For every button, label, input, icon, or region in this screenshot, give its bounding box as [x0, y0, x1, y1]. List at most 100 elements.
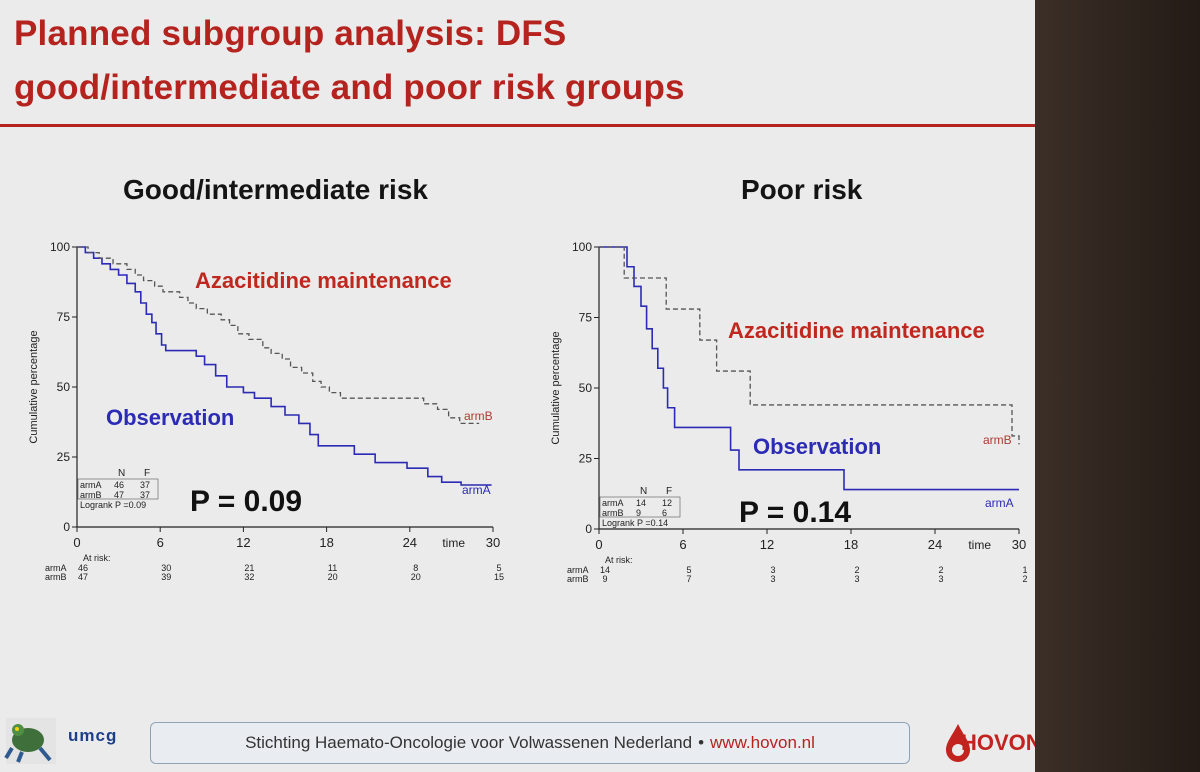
chart-2-y-tick-label: 100 — [572, 240, 592, 254]
chart-1-x-tick-label: 0 — [73, 535, 80, 550]
chart-1-table-row-F: 37 — [140, 490, 150, 500]
footer-separator: • — [698, 733, 705, 752]
chart-2-y-tick-label: 75 — [579, 311, 593, 325]
chart-2-annotation-observation: Observation — [753, 434, 881, 459]
chart-2-at-risk-value: 2 — [1022, 574, 1027, 584]
chart-2-table-row-N: 9 — [636, 508, 641, 518]
chart-1-at-risk-value: 20 — [328, 572, 338, 582]
title-divider — [0, 124, 1035, 127]
chart-1-table-border — [77, 478, 159, 500]
chart-1-series-armB — [77, 246, 480, 425]
chart-1-table-row-N: 46 — [114, 480, 124, 490]
chart-2-series-armB — [599, 246, 1020, 445]
chart-2-at-risk-value: 3 — [770, 565, 775, 575]
chart-2-at-risk-value: 5 — [686, 565, 691, 575]
chart-1-at-risk-value: 8 — [413, 563, 418, 573]
chart-1-annotation-azacitidine: Azacitidine maintenance — [195, 268, 452, 293]
umcg-frog-logo — [4, 718, 56, 764]
chart-2-at-risk-value: 3 — [854, 574, 859, 584]
chart-2-at-risk-value: 7 — [686, 574, 691, 584]
chart-2-table-header-N: N — [640, 486, 647, 497]
chart-2-title: Poor risk — [741, 174, 863, 205]
footer-url: www.hovon.nl — [710, 733, 815, 752]
chart-2-at-risk-value: 1 — [1022, 565, 1027, 575]
chart-2-table-row-name: armB — [602, 508, 624, 518]
chart-2-table-row-F: 12 — [662, 498, 672, 508]
chart-1-x-tick-label: 12 — [236, 535, 250, 550]
chart-2-x-tick-label: 24 — [928, 537, 942, 552]
chart-1-at-risk-value: 32 — [244, 572, 254, 582]
chart-1-x-tick-label: 30 — [486, 535, 500, 550]
chart-1-y-tick-label: 25 — [57, 450, 71, 464]
chart-1-at-risk-row-name: armB — [45, 572, 67, 582]
chart-1-p-value: P = 0.09 — [190, 485, 302, 518]
chart-1-at-risk-value: 21 — [244, 563, 254, 573]
chart-1-x-tick-label: 18 — [319, 535, 333, 550]
chart-2-y-tick-label: 0 — [585, 522, 592, 536]
chart-2-table-header-F: F — [666, 486, 672, 497]
chart-2-label-armB: armB — [983, 433, 1012, 447]
chart-1-y-tick-label: 75 — [57, 310, 71, 324]
chart-2-at-risk-value: 2 — [938, 565, 943, 575]
chart-1-series-armA — [77, 246, 492, 486]
chart-2-at-risk-value: 3 — [938, 574, 943, 584]
footer-banner: Stichting Haemato-Oncologie voor Volwass… — [150, 722, 910, 764]
chart-1-at-risk-value: 11 — [328, 563, 337, 573]
chart-2-table-row-N: 14 — [636, 498, 646, 508]
chart-2-y-tick-label: 50 — [579, 381, 593, 395]
presentation-slide: Planned subgroup analysis: DFS good/inte… — [0, 0, 1035, 772]
chart-1-table-row-F: 37 — [140, 480, 150, 490]
chart-1-at-risk-value: 46 — [78, 563, 88, 573]
chart-2-at-risk-row-name: armB — [567, 574, 589, 584]
chart-1-table-logrank: Logrank P =0.09 — [80, 500, 146, 510]
chart-2-series-armA — [599, 246, 1019, 491]
chart-2-at-risk-value: 9 — [602, 574, 607, 584]
chart-1-label-armA: armA — [462, 483, 491, 497]
chart-1-y-tick-label: 100 — [50, 240, 70, 254]
chart-1-x-tick-label: 24 — [403, 535, 417, 550]
chart-2-x-tick-label: 0 — [595, 537, 602, 552]
chart-2-label-armA: armA — [985, 496, 1014, 510]
chart-2-at-risk-value: 2 — [854, 565, 859, 575]
chart-2-x-tick-label: 6 — [679, 537, 686, 552]
chart-1-y-tick-label: 50 — [57, 380, 71, 394]
chart-1-table-row-name: armB — [80, 490, 102, 500]
chart-1-table-header-N: N — [118, 468, 125, 479]
chart-2-p-value: P = 0.14 — [739, 496, 851, 529]
chart-2-at-risk-label: At risk: — [605, 555, 633, 565]
chart-2-at-risk-row-name: armA — [567, 565, 589, 575]
chart-2-table-border — [599, 496, 681, 518]
chart-1-label-armB: armB — [464, 409, 493, 423]
km-chart-good-intermediate: 0 25 50 75 100 0 6 12 18 24 30 time Cumulative perce… — [28, 240, 504, 582]
slide-title-line-1: Planned subgroup analysis: DFS — [14, 14, 567, 53]
umcg-logo-text: umcg — [68, 726, 118, 745]
chart-2-table-row-name: armA — [602, 498, 624, 508]
chart-1-table-row-name: armA — [80, 480, 102, 490]
chart-2-y-axis-label: Cumulative percentage — [550, 331, 562, 444]
chart-2-table-row-F: 6 — [662, 508, 667, 518]
chart-1-at-risk-value: 15 — [494, 572, 504, 582]
chart-2-at-risk-value: 3 — [770, 574, 775, 584]
chart-1-table-row-N: 47 — [114, 490, 124, 500]
chart-2-x-tick-label: 30 — [1012, 537, 1026, 552]
chart-2-at-risk-value: 14 — [600, 565, 610, 575]
chart-1-table-header-F: F — [144, 468, 150, 479]
chart-1-at-risk-value: 30 — [161, 563, 171, 573]
hovon-logo-text: HOVON — [961, 730, 1035, 755]
footer-text: Stichting Haemato-Oncologie voor Volwass… — [245, 733, 693, 752]
chart-2-x-tick-label: 12 — [760, 537, 774, 552]
chart-1-at-risk-value: 20 — [411, 572, 421, 582]
chart-2-x-axis-label: time — [968, 538, 991, 552]
chart-1-at-risk-row-name: armA — [45, 563, 67, 573]
chart-2-table-logrank: Logrank P =0.14 — [602, 518, 668, 528]
chart-1-at-risk-label: At risk: — [83, 553, 111, 563]
chart-1-title: Good/intermediate risk — [123, 174, 428, 205]
chart-2-x-tick-label: 18 — [844, 537, 858, 552]
hovon-drop-logo — [946, 724, 970, 762]
chart-1-x-axis-label: time — [442, 536, 465, 550]
room-background — [1035, 0, 1200, 772]
chart-2-annotation-azacitidine: Azacitidine maintenance — [728, 318, 985, 343]
chart-1-y-axis-label: Cumulative percentage — [28, 330, 40, 443]
chart-1-x-tick-label: 6 — [157, 535, 164, 550]
